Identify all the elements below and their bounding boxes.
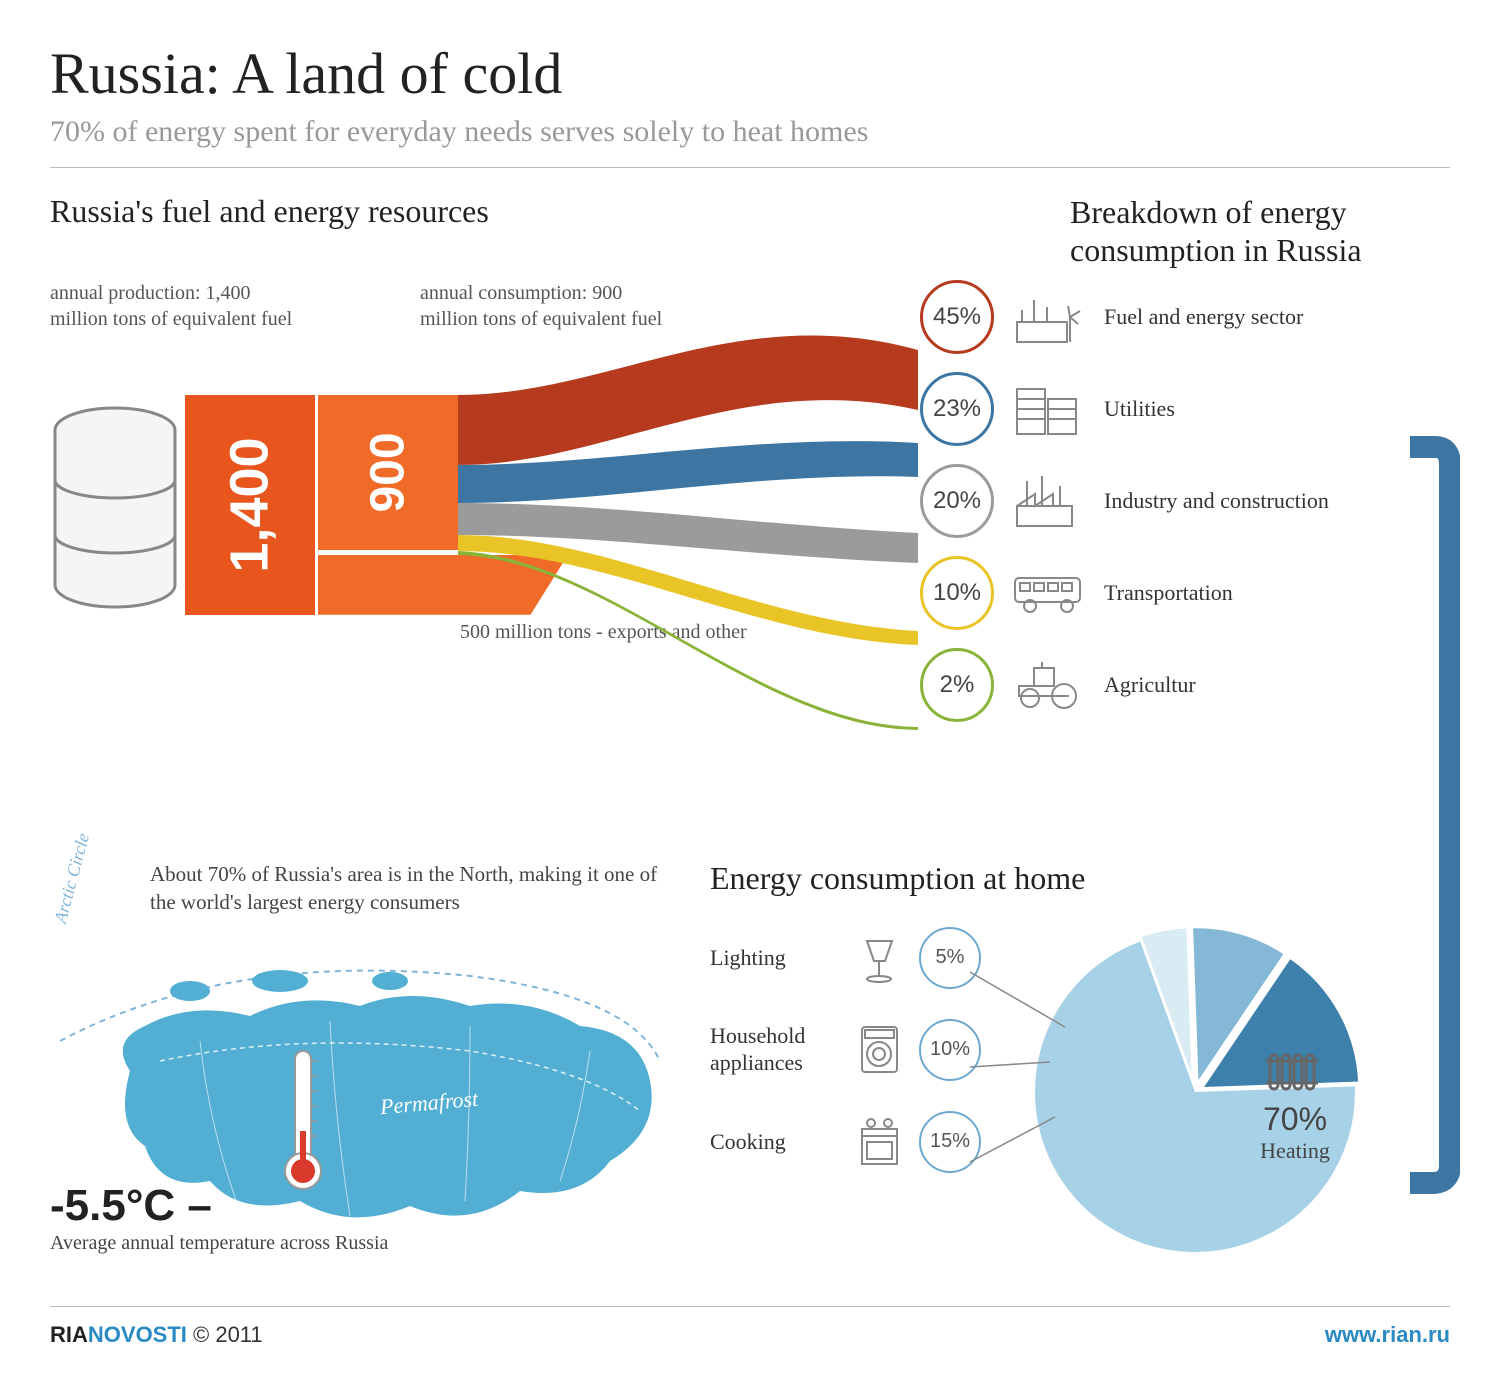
home-item-label: Lighting — [710, 945, 840, 971]
sankey-diagram: annual production: 1,400 million tons of… — [50, 280, 1450, 840]
production-block: 1,400 — [185, 395, 315, 615]
agriculture-icon — [1009, 660, 1089, 710]
transportation-icon — [1009, 570, 1089, 615]
breakdown-item: 20% Industry and construction — [920, 464, 1450, 538]
breakdown-item: 10% Transportation — [920, 556, 1450, 630]
pie-chart: 70% Heating — [1030, 927, 1360, 1257]
footer: RIANOVOSTI © 2011 www.rian.ru — [50, 1306, 1450, 1348]
map-section: Arctic Circle About 70% of Russia's area… — [50, 860, 670, 1267]
section-headings-row: Russia's fuel and energy resources Break… — [50, 193, 1450, 270]
consumption-block: 900 — [318, 395, 458, 550]
breakdown-label: Fuel and energy sector — [1104, 304, 1303, 330]
breakdown-column: 45% Fuel and energy sector 23% Utilities… — [920, 280, 1450, 740]
heating-label: Heating — [1260, 1138, 1330, 1164]
fuel-energy-icon — [1009, 287, 1089, 347]
home-heading: Energy consumption at home — [710, 860, 1450, 897]
home-item-label: Cooking — [710, 1129, 840, 1155]
pct-circle: 2% — [920, 648, 994, 722]
sankey-flows — [458, 315, 938, 795]
utilities-icon — [1009, 379, 1089, 439]
bottom-section: Arctic Circle About 70% of Russia's area… — [50, 860, 1450, 1267]
divider — [50, 167, 1450, 168]
breakdown-label: Utilities — [1104, 396, 1175, 422]
temperature-label: Average annual temperature across Russia — [50, 1231, 388, 1256]
pct-circle: 23% — [920, 372, 994, 446]
copyright: © 2011 — [187, 1322, 263, 1347]
footer-url: www.rian.ru — [1325, 1322, 1450, 1348]
breakdown-item: 45% Fuel and energy sector — [920, 280, 1450, 354]
barrel-icon — [50, 405, 180, 610]
home-item-label: Household appliances — [710, 1023, 840, 1076]
pct-circle: 10% — [920, 556, 994, 630]
home-consumption-section: Energy consumption at home Lighting 5% H… — [710, 860, 1450, 1267]
breakdown-heading: Breakdown of energy consumption in Russi… — [1070, 193, 1450, 270]
breakdown-label: Transportation — [1104, 580, 1233, 606]
footer-brand: RIANOVOSTI © 2011 — [50, 1322, 263, 1348]
pct-circle: 20% — [920, 464, 994, 538]
industry-icon — [1009, 471, 1089, 531]
temperature-value: -5.5°C – — [50, 1181, 388, 1231]
brand-novosti: NOVOSTI — [88, 1322, 187, 1347]
brand-ria: RIA — [50, 1322, 88, 1347]
home-connectors — [970, 927, 1090, 1257]
page-subtitle: 70% of energy spent for everyday needs s… — [50, 115, 1450, 149]
consumption-value: 900 — [361, 432, 416, 512]
heating-label-group: 70% Heating — [1260, 1047, 1330, 1164]
breakdown-item: 23% Utilities — [920, 372, 1450, 446]
production-value: 1,400 — [219, 437, 281, 572]
heating-icon — [1260, 1047, 1330, 1097]
resources-heading: Russia's fuel and energy resources — [50, 193, 489, 230]
pct-circle: 45% — [920, 280, 994, 354]
page-title: Russia: A land of cold — [50, 40, 1450, 107]
cooking-icon — [852, 1114, 907, 1169]
temperature-block: -5.5°C – Average annual temperature acro… — [50, 1181, 388, 1256]
lighting-icon — [852, 933, 907, 983]
breakdown-label: Agricultur — [1104, 672, 1196, 698]
arctic-circle-label: Arctic Circle — [50, 831, 94, 925]
appliances-icon — [852, 1022, 907, 1077]
breakdown-item: 2% Agricultur — [920, 648, 1450, 722]
production-label: annual production: 1,400 million tons of… — [50, 280, 300, 332]
heating-pct: 70% — [1260, 1101, 1330, 1138]
north-text: About 70% of Russia's area is in the Nor… — [150, 860, 670, 917]
breakdown-label: Industry and construction — [1104, 488, 1329, 514]
